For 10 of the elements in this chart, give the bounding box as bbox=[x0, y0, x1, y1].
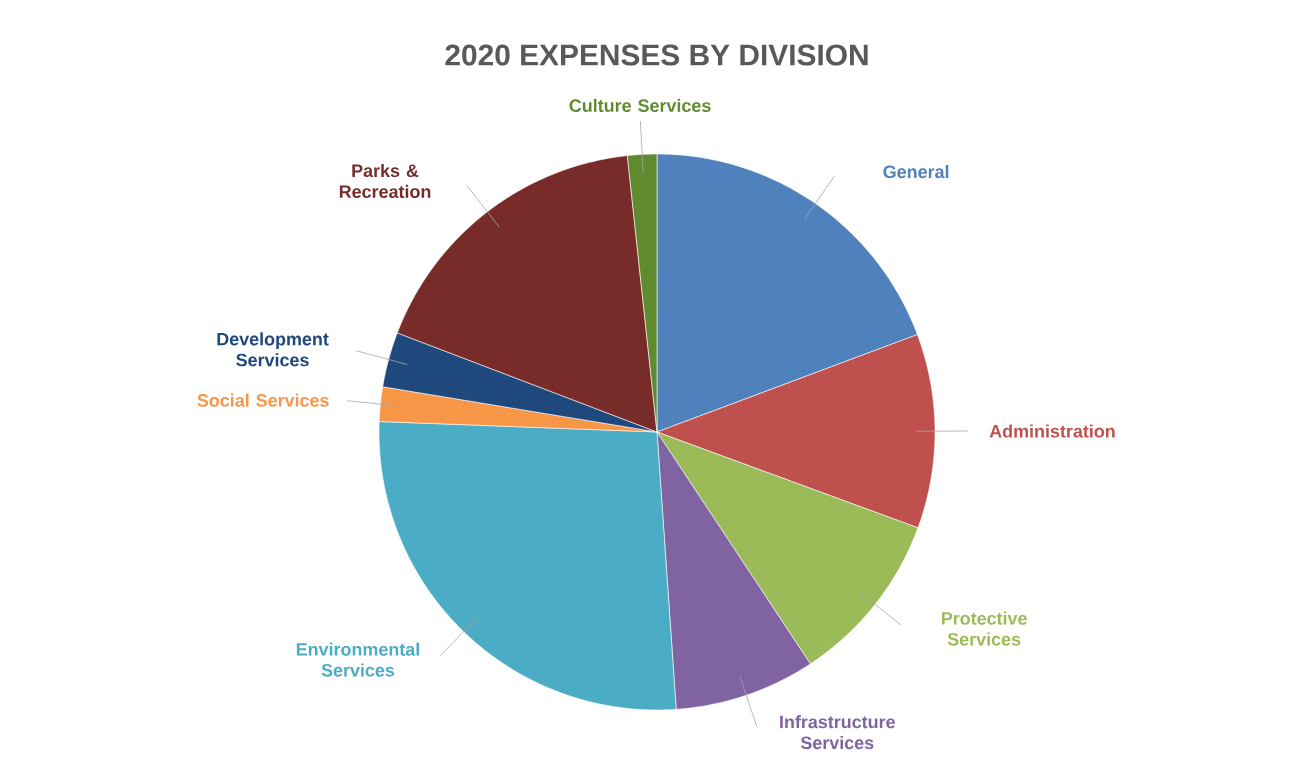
slice-label: Environmental Services bbox=[296, 642, 419, 677]
chart-title: 2020 EXPENSES BY DIVISION bbox=[445, 44, 868, 66]
slice-label: Social Services bbox=[197, 393, 329, 407]
slice-label: Protective Services bbox=[941, 611, 1027, 646]
slice-label: Development Services bbox=[217, 332, 329, 367]
slice-label: General bbox=[883, 164, 949, 179]
slice-label: Administration bbox=[989, 424, 1115, 438]
slice-label: Parks & Recreation bbox=[339, 163, 431, 198]
slice-label: Culture Services bbox=[569, 98, 711, 112]
slice-label: Infrastructure Services bbox=[780, 715, 895, 750]
